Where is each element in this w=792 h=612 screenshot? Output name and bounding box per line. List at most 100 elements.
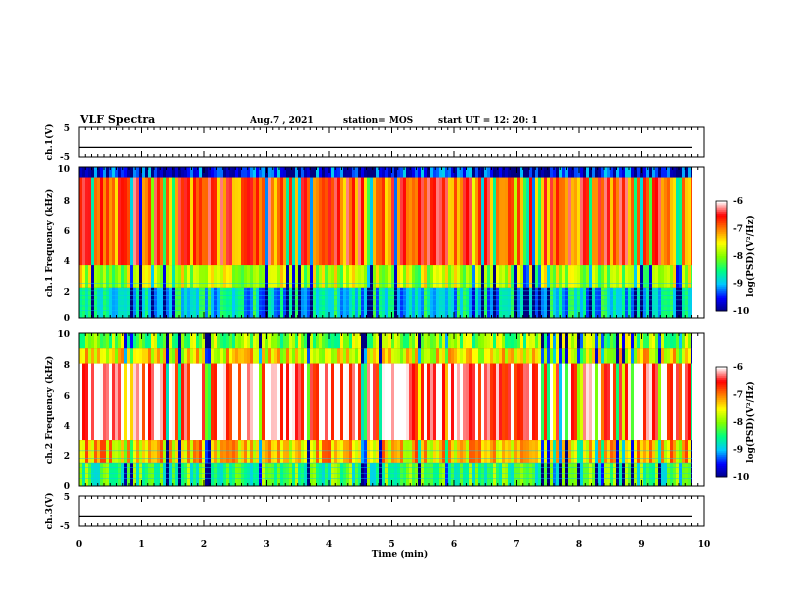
spec1-cell xyxy=(622,265,626,288)
spec1-cell xyxy=(226,177,230,266)
spec2-cell xyxy=(523,333,527,349)
spec2-cell xyxy=(490,348,494,364)
spec1-cell xyxy=(325,167,329,178)
colorbar-swatch xyxy=(716,469,727,472)
spec1-cell xyxy=(577,177,581,266)
spec1-cell xyxy=(403,287,407,318)
ch1-waveform-panel: 5 -5 ch.1(V) xyxy=(44,124,705,163)
spec1-cell xyxy=(313,177,317,266)
spec1-cell xyxy=(667,287,671,318)
spec2-cell xyxy=(394,333,398,349)
spec1-cell xyxy=(226,167,230,178)
spec2-cell xyxy=(247,348,251,364)
spec2-cell xyxy=(199,363,203,441)
spec2-cell xyxy=(145,463,149,486)
colorbar-swatch xyxy=(716,385,727,388)
spec1-cell xyxy=(670,177,674,266)
colorbar-swatch xyxy=(716,400,727,403)
spec2-cell xyxy=(466,333,470,349)
spec2-cell xyxy=(118,348,122,364)
spec1-cell xyxy=(469,287,473,318)
spec1-cell xyxy=(481,287,485,318)
spec2-cell xyxy=(238,463,242,486)
ch1-ytick-bottom: -5 xyxy=(60,153,70,163)
spec2-cell xyxy=(463,333,467,349)
spec2-cell xyxy=(88,363,92,441)
spec2-cell xyxy=(157,440,161,463)
spec2-cell xyxy=(457,440,461,463)
spec1-cell xyxy=(610,177,614,266)
spec1-cell xyxy=(499,265,503,288)
spec2-cell xyxy=(625,363,629,441)
spec1-cell xyxy=(448,177,452,266)
colorbar-swatch xyxy=(716,367,727,370)
spec1-cell xyxy=(172,287,176,318)
spec2-cell xyxy=(505,440,509,463)
spec1-cell xyxy=(91,177,95,266)
spec2-cell xyxy=(523,363,527,441)
spec1-cell xyxy=(109,287,113,318)
spec2-cell xyxy=(460,440,464,463)
spec1-cell xyxy=(625,265,629,288)
spec1-cell xyxy=(412,287,416,318)
spec2-cell xyxy=(121,348,125,364)
spec2-cell xyxy=(112,440,116,463)
spec1-cell xyxy=(310,287,314,318)
colorbar-swatch xyxy=(716,447,727,450)
colorbar-swatch xyxy=(716,374,727,377)
colorbar-swatch xyxy=(716,278,727,281)
colorbar-swatch xyxy=(716,475,727,478)
spec1-cell xyxy=(514,177,518,266)
spec2-cell xyxy=(376,463,380,486)
spec1-cell xyxy=(676,265,680,288)
spec1-cell xyxy=(103,167,107,178)
spec1-cell xyxy=(160,265,164,288)
spec2-cell xyxy=(208,333,212,349)
spec1-cell xyxy=(553,265,557,288)
spec2-cell xyxy=(253,440,257,463)
spec1-cell xyxy=(655,177,659,266)
spec1-cell xyxy=(673,287,677,318)
spec2-cell xyxy=(517,463,521,486)
spec2-cell xyxy=(550,348,554,364)
spec2-cell xyxy=(217,333,221,349)
spec2-cell xyxy=(181,333,185,349)
spec1-cell xyxy=(166,177,170,266)
spec2-cell xyxy=(403,348,407,364)
spec2-cell xyxy=(370,348,374,364)
spec1-cell xyxy=(607,167,611,178)
spec1-cell xyxy=(322,177,326,266)
spec1-cell xyxy=(190,265,194,288)
spec2-cell xyxy=(343,440,347,463)
spec1-cell xyxy=(421,265,425,288)
spec1-cell xyxy=(208,287,212,318)
spec2-cell xyxy=(94,348,98,364)
spec1-cell xyxy=(196,265,200,288)
colorbar-swatch xyxy=(716,289,727,292)
colorbar-swatch xyxy=(716,462,727,465)
spec1-cell xyxy=(82,265,86,288)
spec1-cell xyxy=(130,177,134,266)
spec2-cell xyxy=(85,363,89,441)
spec1-cell xyxy=(625,167,629,178)
spec1-cell xyxy=(403,167,407,178)
colorbar-swatch xyxy=(716,217,727,220)
spec2-cell xyxy=(241,440,245,463)
spec2-cell xyxy=(544,440,548,463)
spec1-cell xyxy=(229,287,233,318)
spec2-cell xyxy=(214,348,218,364)
spec1-cell xyxy=(541,287,545,318)
colorbar-swatch xyxy=(716,414,727,417)
spec2-cell xyxy=(475,440,479,463)
ch3-ytick-bottom: -5 xyxy=(60,522,70,532)
spec1-cell xyxy=(637,177,641,266)
spec2-cell xyxy=(439,440,443,463)
spec2-cell xyxy=(355,348,359,364)
spec2-cell xyxy=(343,348,347,364)
spec2-cell xyxy=(265,363,269,441)
spec2-cell xyxy=(112,333,116,349)
spec2-cell xyxy=(373,348,377,364)
spec1-cell xyxy=(139,287,143,318)
spec2-cell xyxy=(484,440,488,463)
spec2-cell xyxy=(451,333,455,349)
